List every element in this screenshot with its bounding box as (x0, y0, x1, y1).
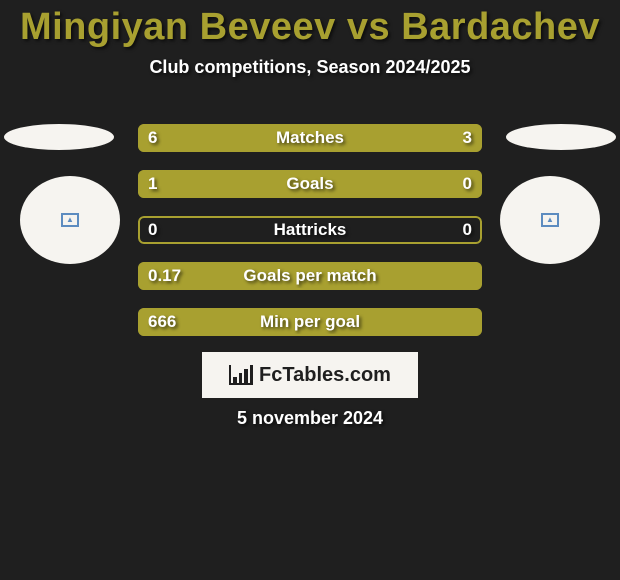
right-ellipse-decoration (506, 124, 616, 150)
left-player-avatar: ▲ (20, 176, 120, 264)
logo-text: FcTables.com (259, 364, 391, 387)
stat-label: Hattricks (138, 216, 482, 244)
subtitle: Club competitions, Season 2024/2025 (0, 57, 620, 78)
title-player2: Bardachev (401, 6, 600, 48)
stat-label: Matches (138, 124, 482, 152)
stat-label: Goals per match (138, 262, 482, 290)
stat-row: 63Matches (138, 124, 482, 152)
stat-row: 0.17Goals per match (138, 262, 482, 290)
title-player1: Mingiyan Beveev (20, 6, 336, 48)
placeholder-image-icon: ▲ (541, 213, 559, 227)
right-player-avatar: ▲ (500, 176, 600, 264)
stat-row: 10Goals (138, 170, 482, 198)
left-ellipse-decoration (4, 124, 114, 150)
placeholder-image-icon: ▲ (61, 213, 79, 227)
infographic-content: Mingiyan Beveev vs Bardachev Club compet… (0, 0, 620, 580)
title-vs: vs (347, 6, 390, 48)
stat-row: 00Hattricks (138, 216, 482, 244)
page-title: Mingiyan Beveev vs Bardachev (0, 0, 620, 49)
date-text: 5 november 2024 (0, 408, 620, 429)
stat-label: Goals (138, 170, 482, 198)
stat-row: 666Min per goal (138, 308, 482, 336)
stat-label: Min per goal (138, 308, 482, 336)
bar-chart-icon (229, 365, 253, 385)
logo-box: FcTables.com (202, 352, 418, 398)
comparison-bars: 63Matches 10Goals 00Hattricks 0.17Goals per… (138, 124, 482, 354)
